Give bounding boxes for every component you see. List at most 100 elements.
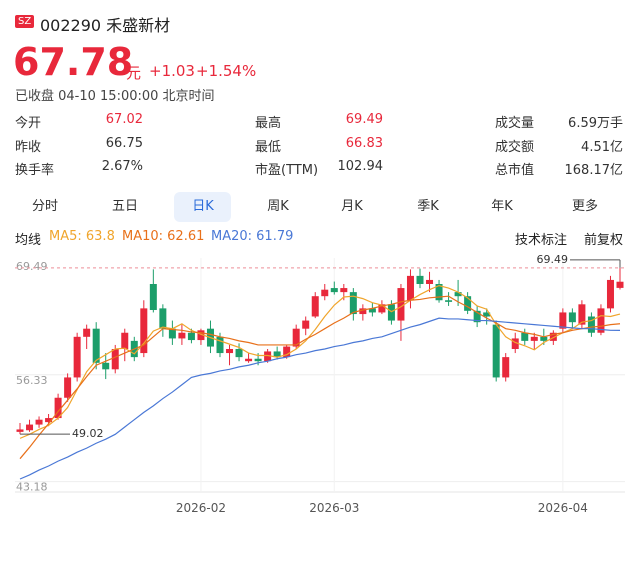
- legend-entry: MA5: 63.8: [49, 229, 115, 244]
- stat-value: 6.59万手: [568, 116, 623, 131]
- stat-value: 102.94: [337, 159, 384, 174]
- indicator-label: 均线: [15, 233, 42, 248]
- candle-body: [149, 284, 157, 310]
- candle-body: [235, 349, 243, 358]
- stat-label: 成交额: [495, 140, 535, 155]
- candle-body: [264, 351, 272, 362]
- candle-body: [406, 275, 414, 301]
- stat-label: 最低: [255, 140, 282, 155]
- candle-body: [159, 308, 167, 329]
- change-pct: +1.54%: [196, 62, 257, 80]
- candle-body: [54, 397, 62, 419]
- candle-body: [416, 275, 424, 284]
- candle-body: [178, 332, 186, 339]
- candle-body: [83, 328, 91, 337]
- tab[interactable]: 日K: [192, 199, 214, 214]
- tab[interactable]: 周K: [267, 199, 289, 214]
- low-label: 49.02: [72, 427, 104, 440]
- stat-label: 换手率: [15, 163, 55, 178]
- stat-label: 最高: [255, 116, 282, 131]
- status: 已收盘 04-10 15:00:00 北京时间: [15, 89, 215, 104]
- candle-body: [426, 279, 434, 284]
- tab[interactable]: 更多: [571, 199, 598, 214]
- candle-body: [578, 304, 586, 325]
- candle-body: [378, 304, 386, 313]
- candle-body: [292, 328, 300, 347]
- candle-body: [530, 336, 538, 341]
- tab[interactable]: 分时: [31, 199, 58, 214]
- candle-body: [226, 349, 234, 354]
- tab[interactable]: 五日: [111, 199, 138, 214]
- candle-body: [197, 330, 205, 341]
- stat-label: 总市值: [495, 163, 535, 178]
- candle-body: [102, 362, 110, 370]
- candle-body: [35, 419, 43, 425]
- candle-body: [549, 332, 557, 341]
- candle-body: [387, 304, 395, 321]
- candle-body: [245, 358, 253, 362]
- candle-body: [454, 292, 462, 297]
- candle-body: [540, 336, 548, 341]
- exchange-badge: SZ: [15, 15, 35, 28]
- legend-entry: MA20: 61.79: [211, 229, 294, 244]
- candle-body: [597, 308, 605, 333]
- stat-value: 2.67%: [101, 159, 143, 174]
- price-unit: 元: [126, 64, 142, 82]
- candle-body: [16, 429, 24, 432]
- candle-body: [473, 310, 481, 323]
- tab[interactable]: 季K: [417, 199, 439, 214]
- candle-body: [111, 349, 119, 370]
- candle-body: [73, 336, 81, 378]
- candle-body: [168, 328, 176, 339]
- stock-title: 002290 禾盛新材: [40, 16, 171, 35]
- candle-body: [397, 288, 405, 321]
- stat-value: 4.51亿: [581, 140, 623, 155]
- ma-line: [19, 295, 621, 460]
- candle-body: [349, 292, 357, 315]
- candle-body: [45, 418, 53, 423]
- candle-body: [606, 279, 614, 309]
- tab[interactable]: 月K: [341, 199, 363, 214]
- y-tick-label: 43.18: [16, 481, 48, 494]
- tab-highlight: [174, 192, 231, 222]
- candle-body: [26, 424, 34, 431]
- candle-body: [311, 296, 319, 317]
- candle-body: [359, 308, 367, 315]
- candle-body: [273, 351, 281, 358]
- candle-body: [587, 316, 595, 333]
- candle-body: [321, 289, 329, 297]
- candle-body: [330, 288, 338, 293]
- candle-body: [559, 312, 567, 329]
- candle-body: [435, 284, 443, 301]
- candle-body: [302, 320, 310, 329]
- stat-label: 今开: [15, 116, 42, 131]
- candle-body: [445, 300, 453, 302]
- candle-body: [521, 332, 529, 341]
- stat-value: 168.17亿: [564, 163, 624, 178]
- stat-value: 66.83: [345, 136, 383, 151]
- candle-body: [64, 377, 72, 398]
- x-tick-label: 2026-04: [538, 501, 588, 515]
- x-tick-label: 2026-02: [176, 501, 226, 515]
- price: 67.78: [13, 40, 134, 84]
- candle-body: [92, 328, 100, 363]
- ma-line: [19, 284, 621, 439]
- candle-body: [368, 308, 376, 313]
- candle-body: [340, 288, 348, 293]
- candle-body: [502, 357, 510, 378]
- y-tick-label: 69.49: [16, 260, 48, 273]
- tool[interactable]: 技术标注: [515, 233, 568, 248]
- candle-body: [483, 312, 491, 317]
- stat-label: 市盈(TTM): [255, 163, 319, 178]
- y-tick-label: 56.33: [16, 374, 48, 387]
- high-label: 69.49: [537, 253, 569, 266]
- candle-body: [568, 312, 576, 323]
- candle-body: [121, 332, 129, 349]
- candle-body: [283, 346, 291, 358]
- stat-label: 成交量: [495, 116, 535, 131]
- tool[interactable]: 前复权: [584, 233, 624, 248]
- x-tick-label: 2026-03: [309, 501, 359, 515]
- tab[interactable]: 年K: [491, 199, 513, 214]
